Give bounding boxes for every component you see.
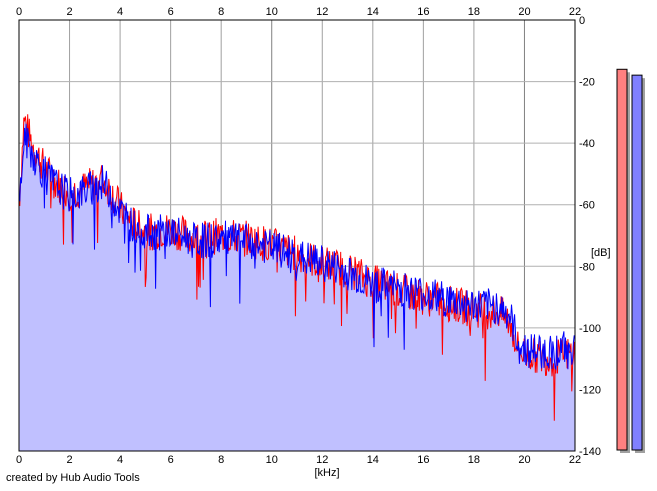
spectrum-fill-area xyxy=(19,114,575,452)
x-tick-label-top: 22 xyxy=(569,6,581,18)
level-meter-bar xyxy=(631,74,643,451)
x-tick-label-bottom: 8 xyxy=(218,454,224,466)
plot-frame xyxy=(18,19,576,452)
x-tick-label-bottom: 2 xyxy=(66,454,72,466)
credit-text: created by Hub Audio Tools xyxy=(6,472,140,484)
x-tick-label-top: 0 xyxy=(16,6,22,18)
x-tick-label-top: 4 xyxy=(117,6,123,18)
series-lines xyxy=(18,114,576,421)
x-tick-label-top: 18 xyxy=(468,6,480,18)
y-tick-label: -60 xyxy=(579,200,595,212)
axis-ticks: 002244668810101212141416161818202022220-… xyxy=(16,6,601,466)
x-tick-label-bottom: 10 xyxy=(266,454,278,466)
y-axis-label: [dB] xyxy=(591,247,611,259)
y-tick-label: -40 xyxy=(579,138,595,150)
x-tick-label-top: 12 xyxy=(316,6,328,18)
x-tick-label-top: 8 xyxy=(218,6,224,18)
x-tick-label-top: 14 xyxy=(367,6,379,18)
y-tick-label: 0 xyxy=(579,15,585,27)
x-tick-label-top: 20 xyxy=(518,6,530,18)
x-tick-label-top: 10 xyxy=(266,6,278,18)
x-tick-label-top: 2 xyxy=(66,6,72,18)
y-tick-label: -100 xyxy=(579,323,601,335)
series-line-2 xyxy=(18,123,576,371)
x-tick-label-bottom: 6 xyxy=(168,454,174,466)
x-axis-label: [kHz] xyxy=(314,467,339,479)
y-tick-label: -140 xyxy=(579,446,601,458)
level-meters xyxy=(616,68,645,454)
x-tick-label-bottom: 16 xyxy=(417,454,429,466)
x-tick-label-bottom: 12 xyxy=(316,454,328,466)
y-tick-label: -80 xyxy=(579,261,595,273)
x-tick-label-bottom: 18 xyxy=(468,454,480,466)
series-line-1 xyxy=(18,114,576,421)
x-tick-label-top: 16 xyxy=(417,6,429,18)
x-tick-label-bottom: 14 xyxy=(367,454,379,466)
y-tick-label: -20 xyxy=(579,77,595,89)
level-meter-bar xyxy=(616,68,628,451)
x-tick-label-bottom: 0 xyxy=(16,454,22,466)
x-tick-label-bottom: 20 xyxy=(518,454,530,466)
y-tick-label: -120 xyxy=(579,384,601,396)
x-tick-label-bottom: 4 xyxy=(117,454,123,466)
x-tick-label-bottom: 22 xyxy=(569,454,581,466)
x-tick-label-top: 6 xyxy=(168,6,174,18)
